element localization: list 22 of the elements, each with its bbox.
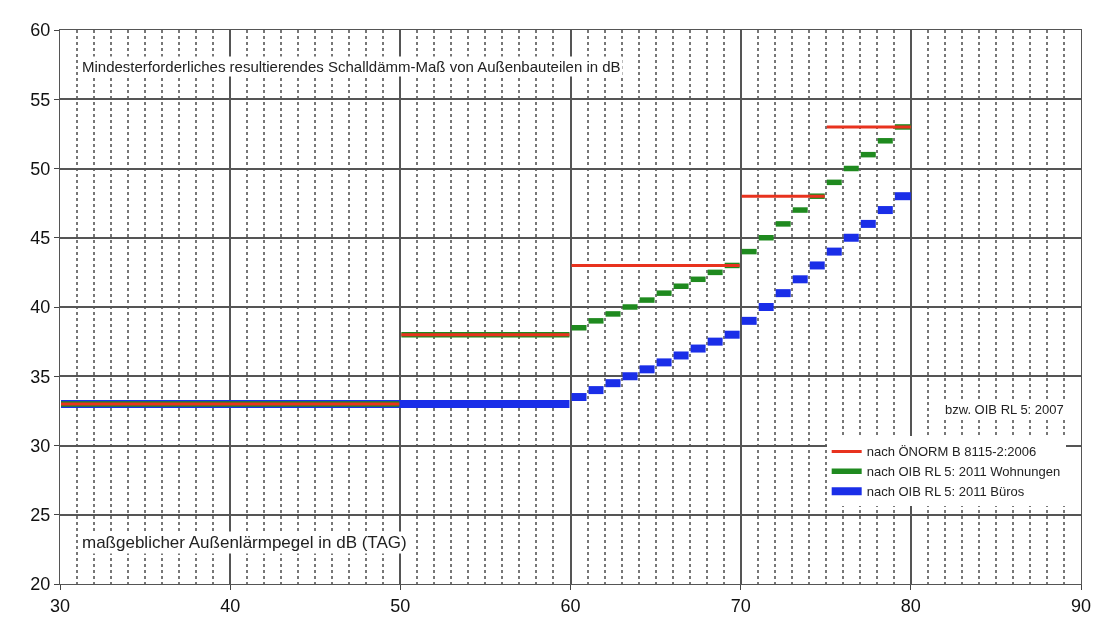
annotation: bzw. OIB RL 5: 2007 — [945, 402, 1064, 417]
y-tick-label: 30 — [30, 435, 51, 456]
x-axis-title: maßgeblicher Außenlärmpegel in dB (TAG) — [82, 533, 407, 552]
x-tick-label: 80 — [900, 595, 921, 616]
y-tick-label: 55 — [30, 89, 51, 110]
x-tick-label: 50 — [390, 595, 411, 616]
x-tick-label: 40 — [220, 595, 241, 616]
y-tick-label: 45 — [30, 228, 51, 249]
y-axis-title: Mindesterforderliches resultierendes Schalldämm-Maß von Außenbauteilen in dB — [82, 58, 621, 75]
x-tick-label: 90 — [1070, 595, 1092, 616]
legend-label: nach OIB RL 5: 2011 Wohnungen — [866, 464, 1061, 480]
y-tick-label: 35 — [30, 366, 51, 387]
y-tick-label: 20 — [30, 574, 51, 595]
y-tick-label: 60 — [30, 20, 51, 41]
y-tick-label: 40 — [30, 297, 51, 318]
x-tick-label: 30 — [49, 595, 71, 616]
legend-label: nach OIB RL 5: 2011 Büros — [866, 484, 1025, 500]
legend-label: nach ÖNORM B 8115-2:2006 — [866, 444, 1037, 460]
y-tick-label: 50 — [30, 158, 51, 179]
x-tick-label: 70 — [730, 595, 751, 616]
x-tick-label: 60 — [560, 595, 581, 616]
y-tick-label: 25 — [30, 505, 51, 526]
